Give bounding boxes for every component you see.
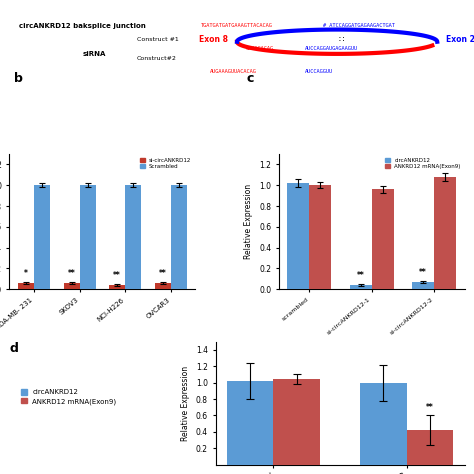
Text: ∷: ∷	[339, 36, 344, 45]
Text: AUCCAGGAUGAGAAGUU: AUCCAGGAUGAGAAGUU	[305, 46, 358, 51]
Bar	[372, 190, 393, 289]
Text: **: **	[68, 269, 75, 278]
Text: Construct#2: Construct#2	[137, 55, 177, 61]
Bar	[109, 285, 125, 289]
Text: **: **	[159, 269, 167, 278]
Text: AUGAAAGUUACACAG: AUGAAAGUUACACAG	[210, 69, 256, 74]
Text: # ATCCAGGATGAGAAGACTGAT: # ATCCAGGATGAGAAGACTGAT	[323, 23, 395, 28]
Text: d: d	[9, 342, 18, 355]
Text: AUCCAGGUU: AUCCAGGUU	[305, 69, 333, 74]
Text: **: **	[113, 271, 121, 280]
Text: *: *	[24, 269, 28, 278]
Text: b: b	[14, 72, 23, 85]
Text: siRNA: siRNA	[82, 51, 106, 57]
Bar	[273, 379, 320, 465]
Bar	[80, 185, 95, 289]
Bar	[287, 183, 309, 289]
Text: Exon 2: Exon 2	[447, 36, 474, 45]
Bar	[360, 383, 407, 465]
Bar	[350, 285, 372, 289]
Legend: circANKRD12, ANKRD12 mRNA(Exon9): circANKRD12, ANKRD12 mRNA(Exon9)	[384, 157, 462, 170]
Y-axis label: Relative Expression: Relative Expression	[245, 184, 254, 259]
Text: **: **	[357, 271, 365, 280]
Bar	[434, 177, 456, 289]
Text: TGATGATGATGAAAGTTACACAG: TGATGATGATGAAAGTTACACAG	[201, 23, 273, 28]
Bar	[18, 283, 34, 289]
Text: **: **	[419, 268, 427, 277]
Text: GUUACACAG: GUUACACAG	[246, 46, 274, 51]
Bar	[171, 185, 187, 289]
Bar	[34, 185, 50, 289]
Text: c: c	[246, 72, 254, 85]
Bar	[125, 185, 141, 289]
Bar	[227, 381, 273, 465]
Text: Exon 8: Exon 8	[199, 36, 228, 45]
Text: Construct #1: Construct #1	[137, 37, 179, 42]
Text: **: **	[426, 403, 434, 412]
Bar	[309, 185, 331, 289]
Legend: si-circANKRD12, Scrambled: si-circANKRD12, Scrambled	[139, 157, 192, 170]
Bar	[412, 282, 434, 289]
Text: circANKRD12 baksplice junction: circANKRD12 baksplice junction	[18, 23, 146, 29]
Y-axis label: Relative Expression: Relative Expression	[181, 365, 190, 441]
Legend: circANKRD12, ANKRD12 mRNA(Exon9): circANKRD12, ANKRD12 mRNA(Exon9)	[20, 388, 118, 406]
Bar	[155, 283, 171, 289]
Bar	[407, 430, 453, 465]
Bar	[64, 283, 80, 289]
